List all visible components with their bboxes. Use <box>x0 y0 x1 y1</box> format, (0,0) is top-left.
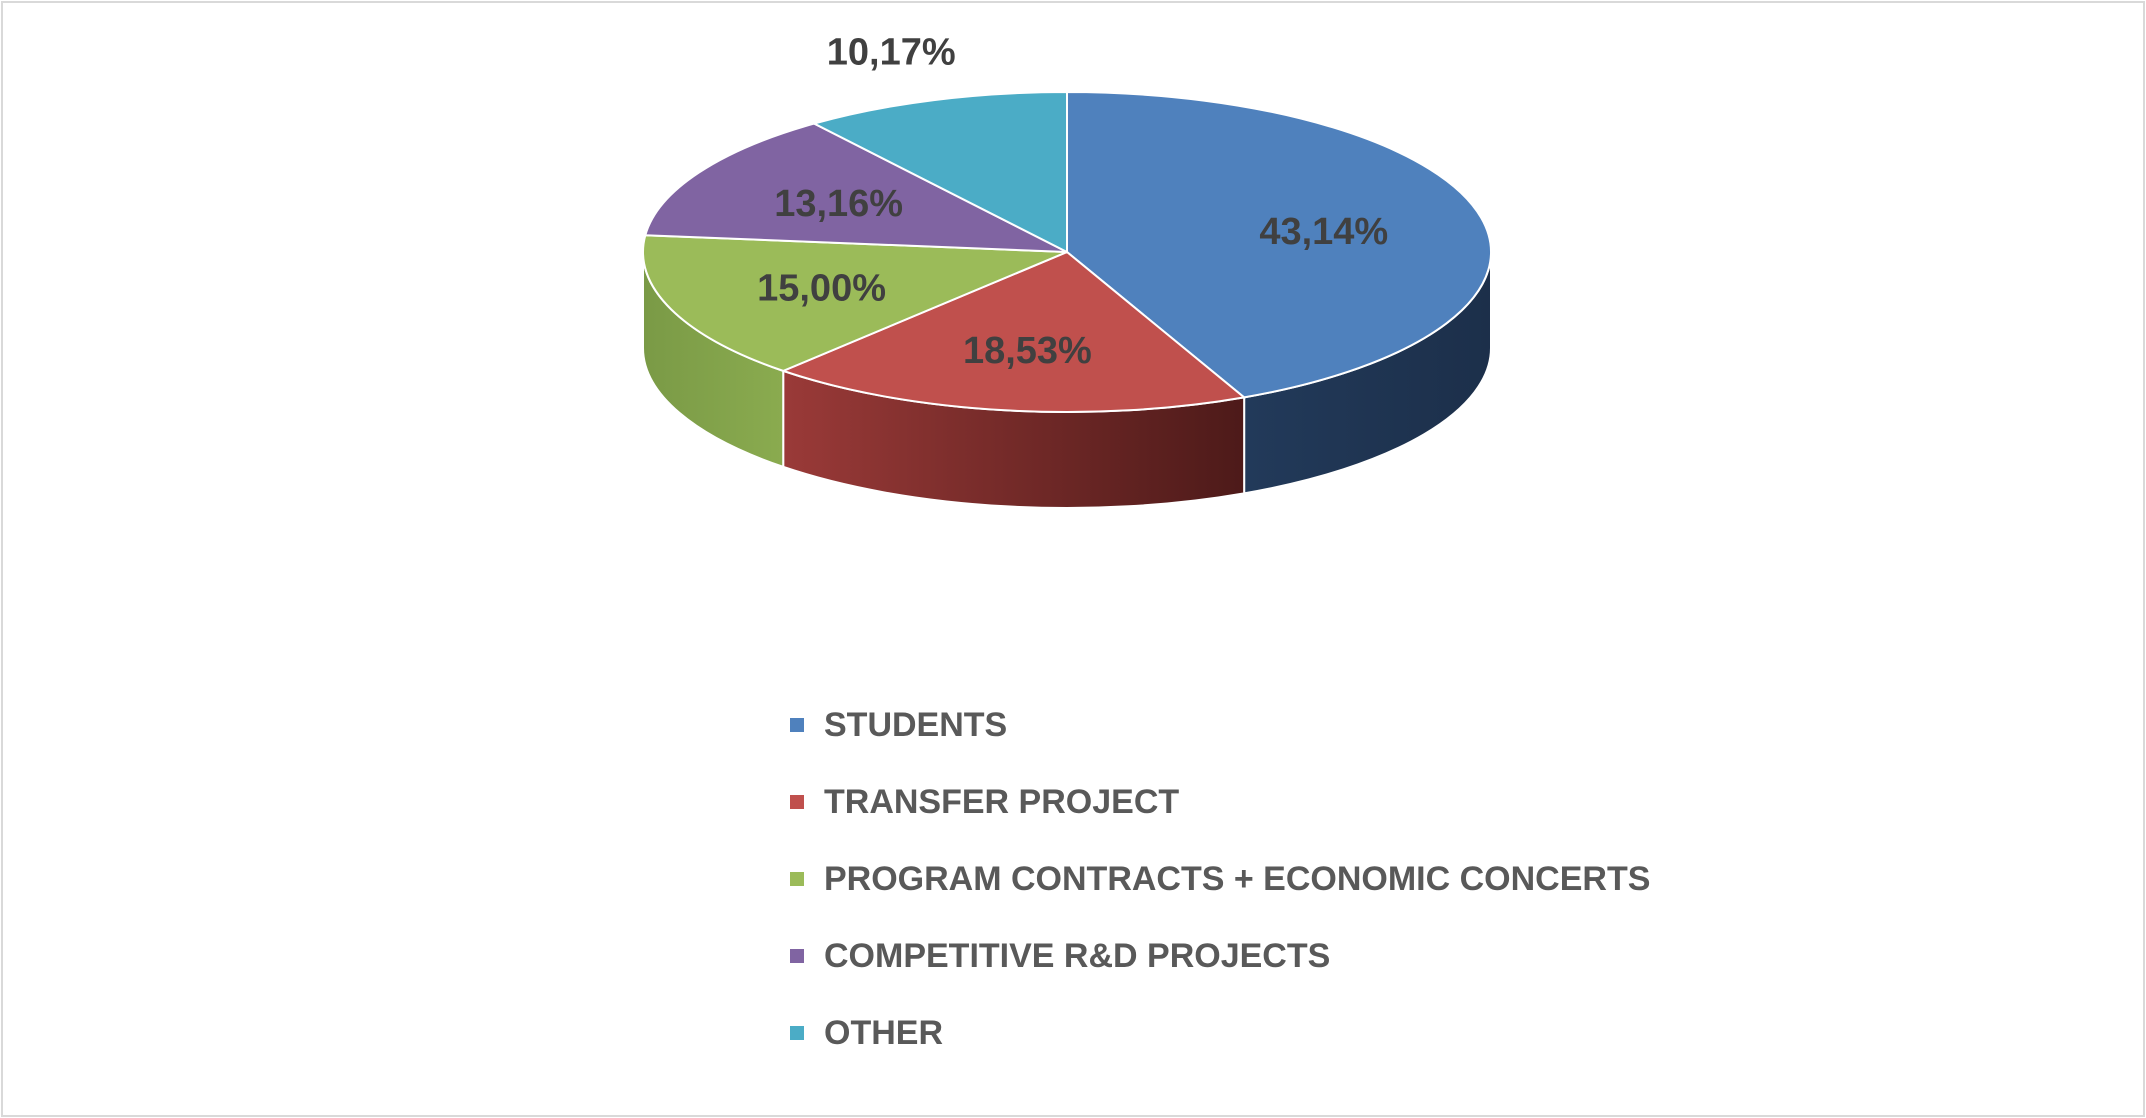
legend-swatch <box>790 949 804 963</box>
data-label-students: 43,14% <box>1259 211 1388 253</box>
legend-swatch <box>790 1026 804 1040</box>
legend-label: TRANSFER PROJECT <box>824 782 1180 821</box>
pie-slice-competitive-r-d-projects <box>644 122 1068 253</box>
legend-item-other: OTHER <box>790 1008 943 1058</box>
data-label-program-contracts-economic-concerts: 15,00% <box>757 268 886 310</box>
legend-swatch <box>790 718 804 732</box>
legend-item-program-contracts-economic-concerts: PROGRAM CONTRACTS + ECONOMIC CONCERTS <box>790 854 1650 904</box>
legend-item-competitive-r-d-projects: COMPETITIVE R&D PROJECTS <box>790 931 1330 981</box>
legend-swatch <box>790 795 804 809</box>
pie-slice-students <box>1066 90 1492 399</box>
legend-label: OTHER <box>824 1013 943 1052</box>
data-label-competitive-r-d-projects: 13,16% <box>774 183 903 225</box>
data-label-other: 10,17% <box>827 31 956 73</box>
pie-slice-program-contracts-economic-concerts <box>642 234 1068 372</box>
pie-labels: 43,14% 18,53% 15,00% 13,16% 10,17% <box>757 31 1388 372</box>
pie-tops <box>642 90 1492 413</box>
legend-label: STUDENTS <box>824 705 1008 744</box>
legend-item-transfer-project: TRANSFER PROJECT <box>790 777 1179 827</box>
pie-slice-other <box>811 90 1068 254</box>
legend-item-students: STUDENTS <box>790 700 1007 750</box>
legend-label: PROGRAM CONTRACTS + ECONOMIC CONCERTS <box>824 859 1651 898</box>
legend-swatch <box>790 872 804 886</box>
pie-slice-transfer-project <box>780 250 1247 413</box>
legend-label: COMPETITIVE R&D PROJECTS <box>824 936 1331 975</box>
data-label-transfer-project: 18,53% <box>963 330 1092 372</box>
